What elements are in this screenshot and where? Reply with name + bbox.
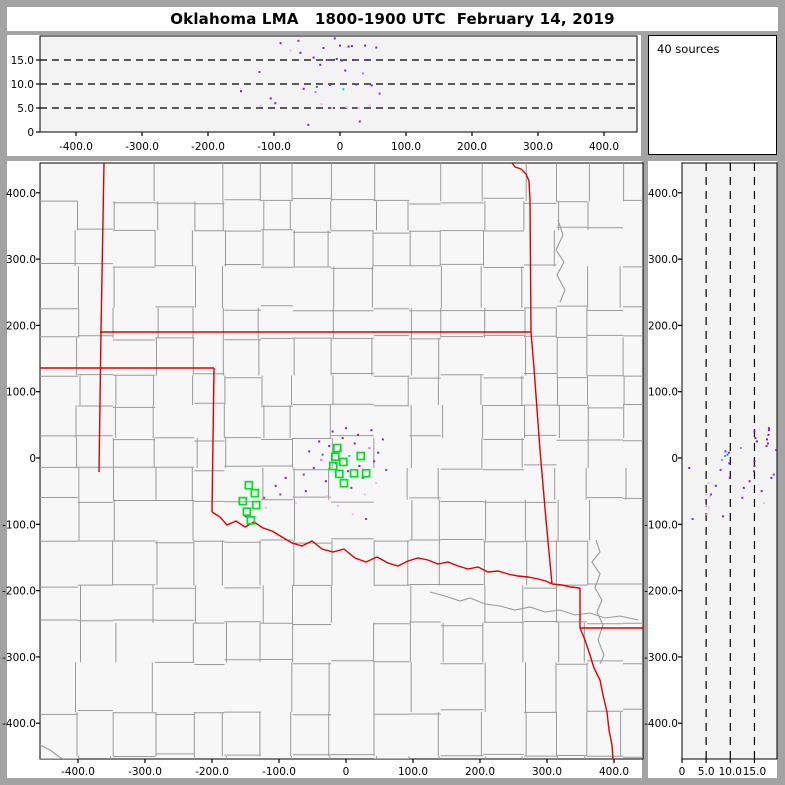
title-bar: Oklahoma LMA 1800-1900 UTC February 14, … <box>7 7 778 31</box>
panel-plan-view-map <box>7 161 642 778</box>
sources-count-label: 40 sources <box>657 42 720 56</box>
panel-altitude-vs-northsouth <box>648 161 777 778</box>
sources-box: 40 sources <box>648 35 777 155</box>
page-title: Oklahoma LMA 1800-1900 UTC February 14, … <box>170 10 615 28</box>
panel-altitude-vs-eastwest <box>7 35 641 156</box>
